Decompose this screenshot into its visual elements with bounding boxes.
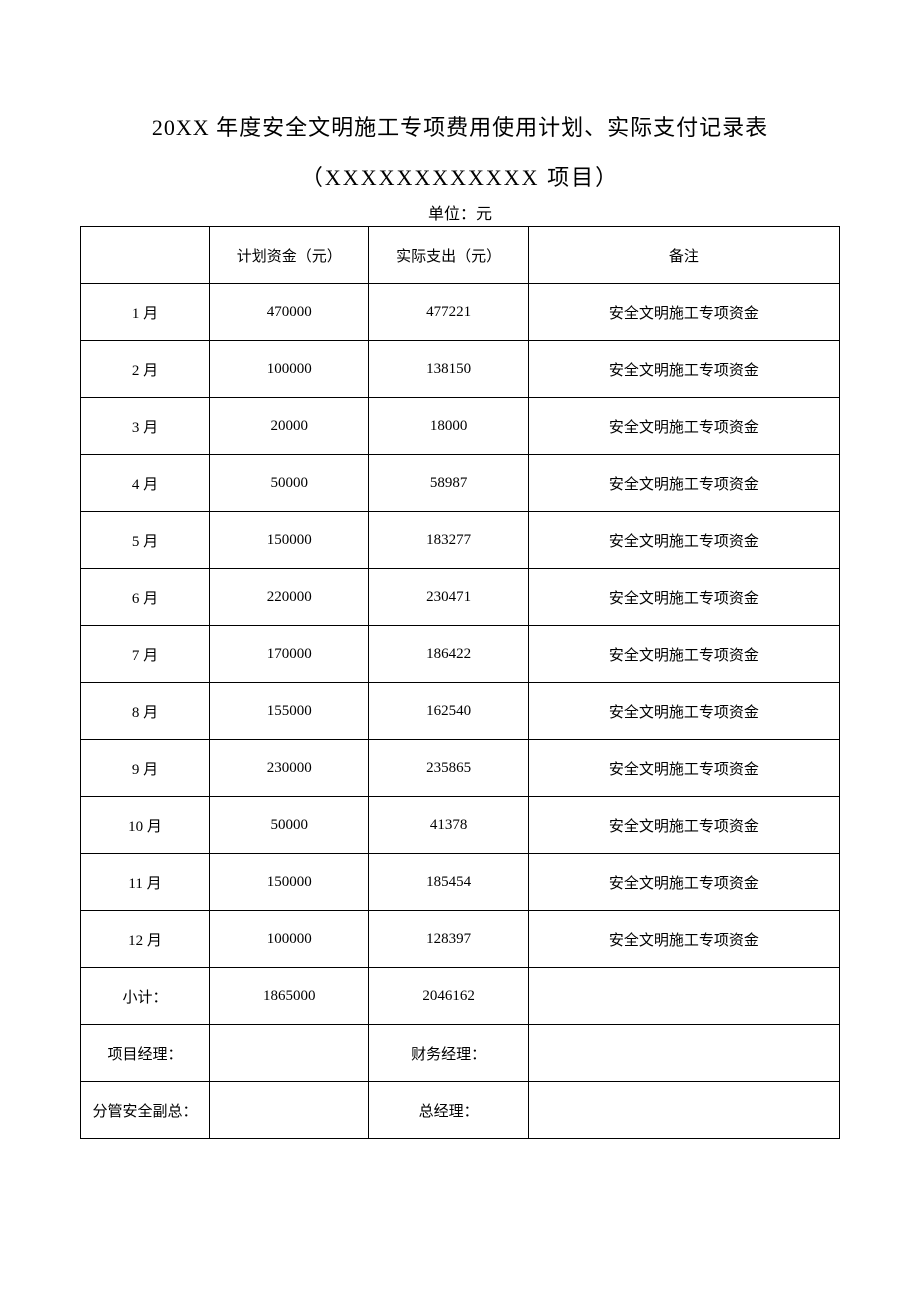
table-cell: [528, 1082, 839, 1139]
table-cell: [210, 1025, 369, 1082]
table-cell: 100000: [210, 911, 369, 968]
table-cell: 58987: [369, 455, 528, 512]
table-cell: 安全文明施工专项资金: [528, 911, 839, 968]
table-cell: 20000: [210, 398, 369, 455]
table-cell: 235865: [369, 740, 528, 797]
table-row: 8 月155000162540安全文明施工专项资金: [81, 683, 840, 740]
table-cell: 安全文明施工专项资金: [528, 512, 839, 569]
table-cell: 安全文明施工专项资金: [528, 854, 839, 911]
table-cell: 安全文明施工专项资金: [528, 683, 839, 740]
table-cell: 项目经理：: [81, 1025, 210, 1082]
table-cell: 477221: [369, 284, 528, 341]
table-body: 1 月470000477221安全文明施工专项资金2 月100000138150…: [81, 284, 840, 1139]
table-cell: 150000: [210, 512, 369, 569]
table-cell: [528, 1025, 839, 1082]
expense-table: 计划资金（元） 实际支出（元） 备注 1 月470000477221安全文明施工…: [80, 226, 840, 1139]
table-row: 2 月100000138150安全文明施工专项资金: [81, 341, 840, 398]
table-row: 5 月150000183277安全文明施工专项资金: [81, 512, 840, 569]
header-cell: 计划资金（元）: [210, 227, 369, 284]
table-cell: 2 月: [81, 341, 210, 398]
table-cell: 11 月: [81, 854, 210, 911]
table-cell: 220000: [210, 569, 369, 626]
table-header-row: 计划资金（元） 实际支出（元） 备注: [81, 227, 840, 284]
table-cell: 18000: [369, 398, 528, 455]
table-row: 12 月100000128397安全文明施工专项资金: [81, 911, 840, 968]
table-cell: 12 月: [81, 911, 210, 968]
table-cell: 2046162: [369, 968, 528, 1025]
table-cell: 186422: [369, 626, 528, 683]
table-row: 7 月170000186422安全文明施工专项资金: [81, 626, 840, 683]
page-title: 20XX 年度安全文明施工专项费用使用计划、实际支付记录表: [80, 110, 840, 142]
table-cell: 162540: [369, 683, 528, 740]
table-cell: 50000: [210, 797, 369, 854]
page-subtitle: （XXXXXXXXXXXX 项目）: [80, 160, 840, 192]
table-row: 9 月230000235865安全文明施工专项资金: [81, 740, 840, 797]
table-cell: 138150: [369, 341, 528, 398]
table-cell: 3 月: [81, 398, 210, 455]
table-cell: 170000: [210, 626, 369, 683]
header-cell: 实际支出（元）: [369, 227, 528, 284]
table-cell: 183277: [369, 512, 528, 569]
table-cell: 总经理：: [369, 1082, 528, 1139]
table-cell: 128397: [369, 911, 528, 968]
table-cell: 1 月: [81, 284, 210, 341]
table-cell: 41378: [369, 797, 528, 854]
table-row: 4 月5000058987安全文明施工专项资金: [81, 455, 840, 512]
table-cell: 7 月: [81, 626, 210, 683]
table-cell: 5 月: [81, 512, 210, 569]
table-cell: 9 月: [81, 740, 210, 797]
table-cell: 分管安全副总：: [81, 1082, 210, 1139]
table-row: 11 月150000185454安全文明施工专项资金: [81, 854, 840, 911]
table-cell: 安全文明施工专项资金: [528, 569, 839, 626]
table-cell: 安全文明施工专项资金: [528, 398, 839, 455]
header-cell: [81, 227, 210, 284]
table-cell: 470000: [210, 284, 369, 341]
table-row: 3 月2000018000安全文明施工专项资金: [81, 398, 840, 455]
table-row: 分管安全副总： 总经理：: [81, 1082, 840, 1139]
table-cell: 185454: [369, 854, 528, 911]
table-cell: 150000: [210, 854, 369, 911]
table-cell: [528, 968, 839, 1025]
header-cell: 备注: [528, 227, 839, 284]
table-cell: 100000: [210, 341, 369, 398]
table-cell: 10 月: [81, 797, 210, 854]
table-cell: 安全文明施工专项资金: [528, 341, 839, 398]
table-cell: 155000: [210, 683, 369, 740]
unit-label: 单位：元: [80, 200, 840, 224]
table-cell: 230471: [369, 569, 528, 626]
table-row: 小计：18650002046162: [81, 968, 840, 1025]
table-cell: [210, 1082, 369, 1139]
table-cell: 安全文明施工专项资金: [528, 797, 839, 854]
table-cell: 安全文明施工专项资金: [528, 455, 839, 512]
table-cell: 230000: [210, 740, 369, 797]
table-cell: 小计：: [81, 968, 210, 1025]
table-row: 项目经理： 财务经理：: [81, 1025, 840, 1082]
table-row: 6 月220000230471安全文明施工专项资金: [81, 569, 840, 626]
table-cell: 6 月: [81, 569, 210, 626]
table-cell: 安全文明施工专项资金: [528, 626, 839, 683]
table-cell: 8 月: [81, 683, 210, 740]
table-cell: 安全文明施工专项资金: [528, 740, 839, 797]
table-cell: 安全文明施工专项资金: [528, 284, 839, 341]
table-row: 1 月470000477221安全文明施工专项资金: [81, 284, 840, 341]
table-cell: 50000: [210, 455, 369, 512]
table-cell: 4 月: [81, 455, 210, 512]
table-cell: 财务经理：: [369, 1025, 528, 1082]
table-cell: 1865000: [210, 968, 369, 1025]
table-row: 10 月5000041378安全文明施工专项资金: [81, 797, 840, 854]
